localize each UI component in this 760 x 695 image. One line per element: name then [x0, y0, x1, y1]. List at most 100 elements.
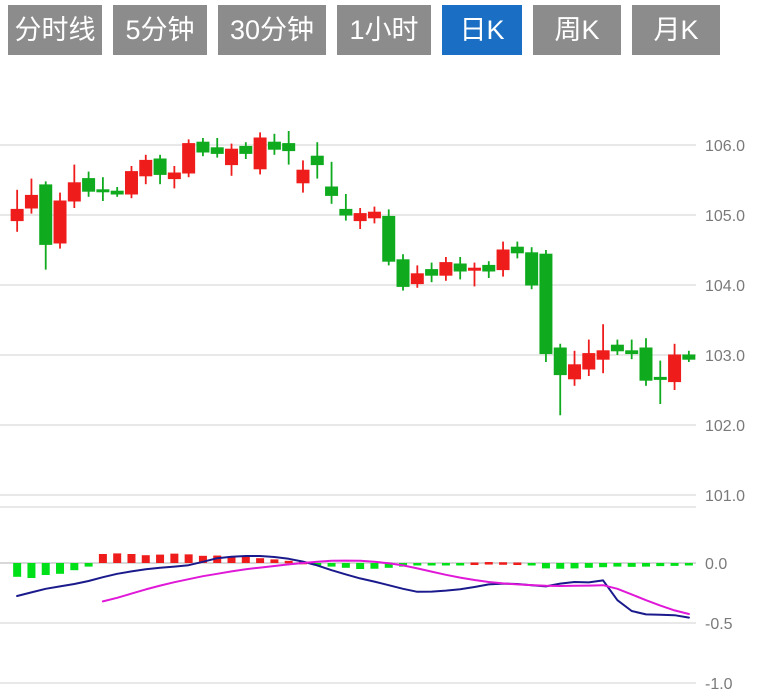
timeframe-tab-label: 1小时 [349, 15, 419, 45]
candle-body [668, 354, 682, 383]
candle-body [568, 364, 582, 380]
price-tick-label: 105.0 [705, 208, 745, 225]
candle-body [267, 141, 281, 150]
timeframe-tab-2[interactable]: 30分钟 [218, 5, 326, 55]
macd-bar [113, 553, 122, 563]
macd-bar [599, 563, 608, 568]
candle-body [182, 143, 196, 174]
macd-bar [627, 563, 636, 567]
macd-bar [556, 563, 565, 569]
macd-bar [284, 560, 293, 564]
candle-body [653, 376, 667, 380]
candle-body [539, 253, 553, 355]
candle-body [682, 354, 696, 360]
macd-bar [213, 555, 222, 563]
candle-body [582, 353, 596, 370]
candle-body [225, 148, 239, 166]
macd-bar [270, 559, 279, 563]
candle-body [253, 137, 267, 170]
candle-body [210, 147, 224, 154]
candle-body [124, 171, 138, 195]
candle-body [39, 184, 53, 245]
timeframe-tab-1[interactable]: 5分钟 [113, 5, 207, 55]
macd-bar [341, 563, 350, 568]
candle-body [339, 208, 353, 216]
macd-bar [670, 563, 679, 566]
candlestick-series [10, 131, 696, 416]
timeframe-tab-label: 分时线 [14, 15, 96, 45]
macd-bar [570, 563, 579, 569]
candle-body [482, 264, 496, 272]
candle-body [367, 211, 381, 219]
macd-grid [0, 506, 696, 684]
macd-bar [13, 563, 22, 577]
macd-bar [413, 563, 422, 566]
macd-bar [256, 558, 265, 563]
candle-body [553, 347, 567, 376]
macd-histogram [13, 553, 693, 578]
macd-bar [656, 563, 665, 567]
macd-bar [427, 563, 436, 566]
price-tick-label: 103.0 [705, 348, 745, 365]
macd-bar [227, 556, 236, 563]
macd-bar [541, 563, 550, 569]
macd-axis-labels: 0.0 -0.5 -1.0 [705, 556, 733, 693]
macd-bar [27, 563, 36, 578]
macd-bar [313, 563, 322, 566]
timeframe-tab-label: 5分钟 [125, 15, 195, 45]
timeframe-tab-3[interactable]: 1小时 [337, 5, 431, 55]
macd-tick-label: 0.0 [705, 556, 727, 573]
candle-body [239, 145, 253, 154]
macd-bar [156, 554, 165, 563]
macd-bar [641, 563, 650, 567]
timeframe-tab-label: 月K [653, 15, 699, 45]
candle-body [24, 194, 38, 209]
timeframe-tab-5[interactable]: 周K [533, 5, 621, 55]
macd-bar [470, 562, 479, 566]
candle-body [282, 143, 296, 152]
timeframe-tab-4[interactable]: 日K [442, 5, 522, 55]
macd-bar [56, 563, 65, 574]
candle-body [153, 158, 167, 175]
candle-body [353, 213, 367, 222]
macd-tick-label: -1.0 [705, 676, 733, 693]
macd-bar [141, 555, 150, 563]
macd-bar [41, 563, 50, 575]
candle-body [167, 172, 181, 180]
timeframe-tab-label: 周K [554, 15, 600, 45]
candle-body [10, 208, 24, 222]
candle-body [467, 267, 481, 271]
candle-body [525, 252, 539, 286]
macd-bar [456, 563, 465, 566]
candle-body [410, 273, 424, 285]
macd-bar [127, 554, 136, 563]
timeframe-tab-0[interactable]: 分时线 [8, 5, 102, 55]
macd-bar [527, 563, 536, 566]
candle-body [53, 200, 67, 244]
price-grid [0, 144, 696, 496]
candle-body [439, 262, 453, 276]
candle-body [453, 263, 467, 272]
price-tick-label: 102.0 [705, 418, 745, 435]
chart-area[interactable]: 106.0 105.0 104.0 103.0 102.0 101.0 0.0 -0.5 -1… [0, 62, 760, 695]
candle-body [96, 189, 110, 193]
candle-body [610, 344, 624, 352]
macd-bar [198, 555, 207, 563]
macd-dif-path [16, 555, 690, 619]
macd-bar [684, 563, 693, 566]
timeframe-tab-6[interactable]: 月K [632, 5, 720, 55]
macd-dea-path [101, 559, 690, 615]
candle-body [625, 350, 639, 355]
candle-body [496, 249, 510, 271]
timeframe-tab-bar[interactable]: 分时线 5分钟 30分钟 1小时 日K 周K 月K [0, 0, 760, 62]
macd-bar [170, 553, 179, 563]
macd-bar [370, 563, 379, 569]
macd-bar [499, 562, 508, 565]
macd-bar [513, 562, 522, 566]
macd-bar [356, 563, 365, 569]
price-tick-label: 101.0 [705, 488, 745, 505]
candle-body [325, 186, 339, 196]
candle-body [139, 159, 153, 177]
macd-bar [613, 563, 622, 567]
macd-bar [84, 563, 93, 567]
